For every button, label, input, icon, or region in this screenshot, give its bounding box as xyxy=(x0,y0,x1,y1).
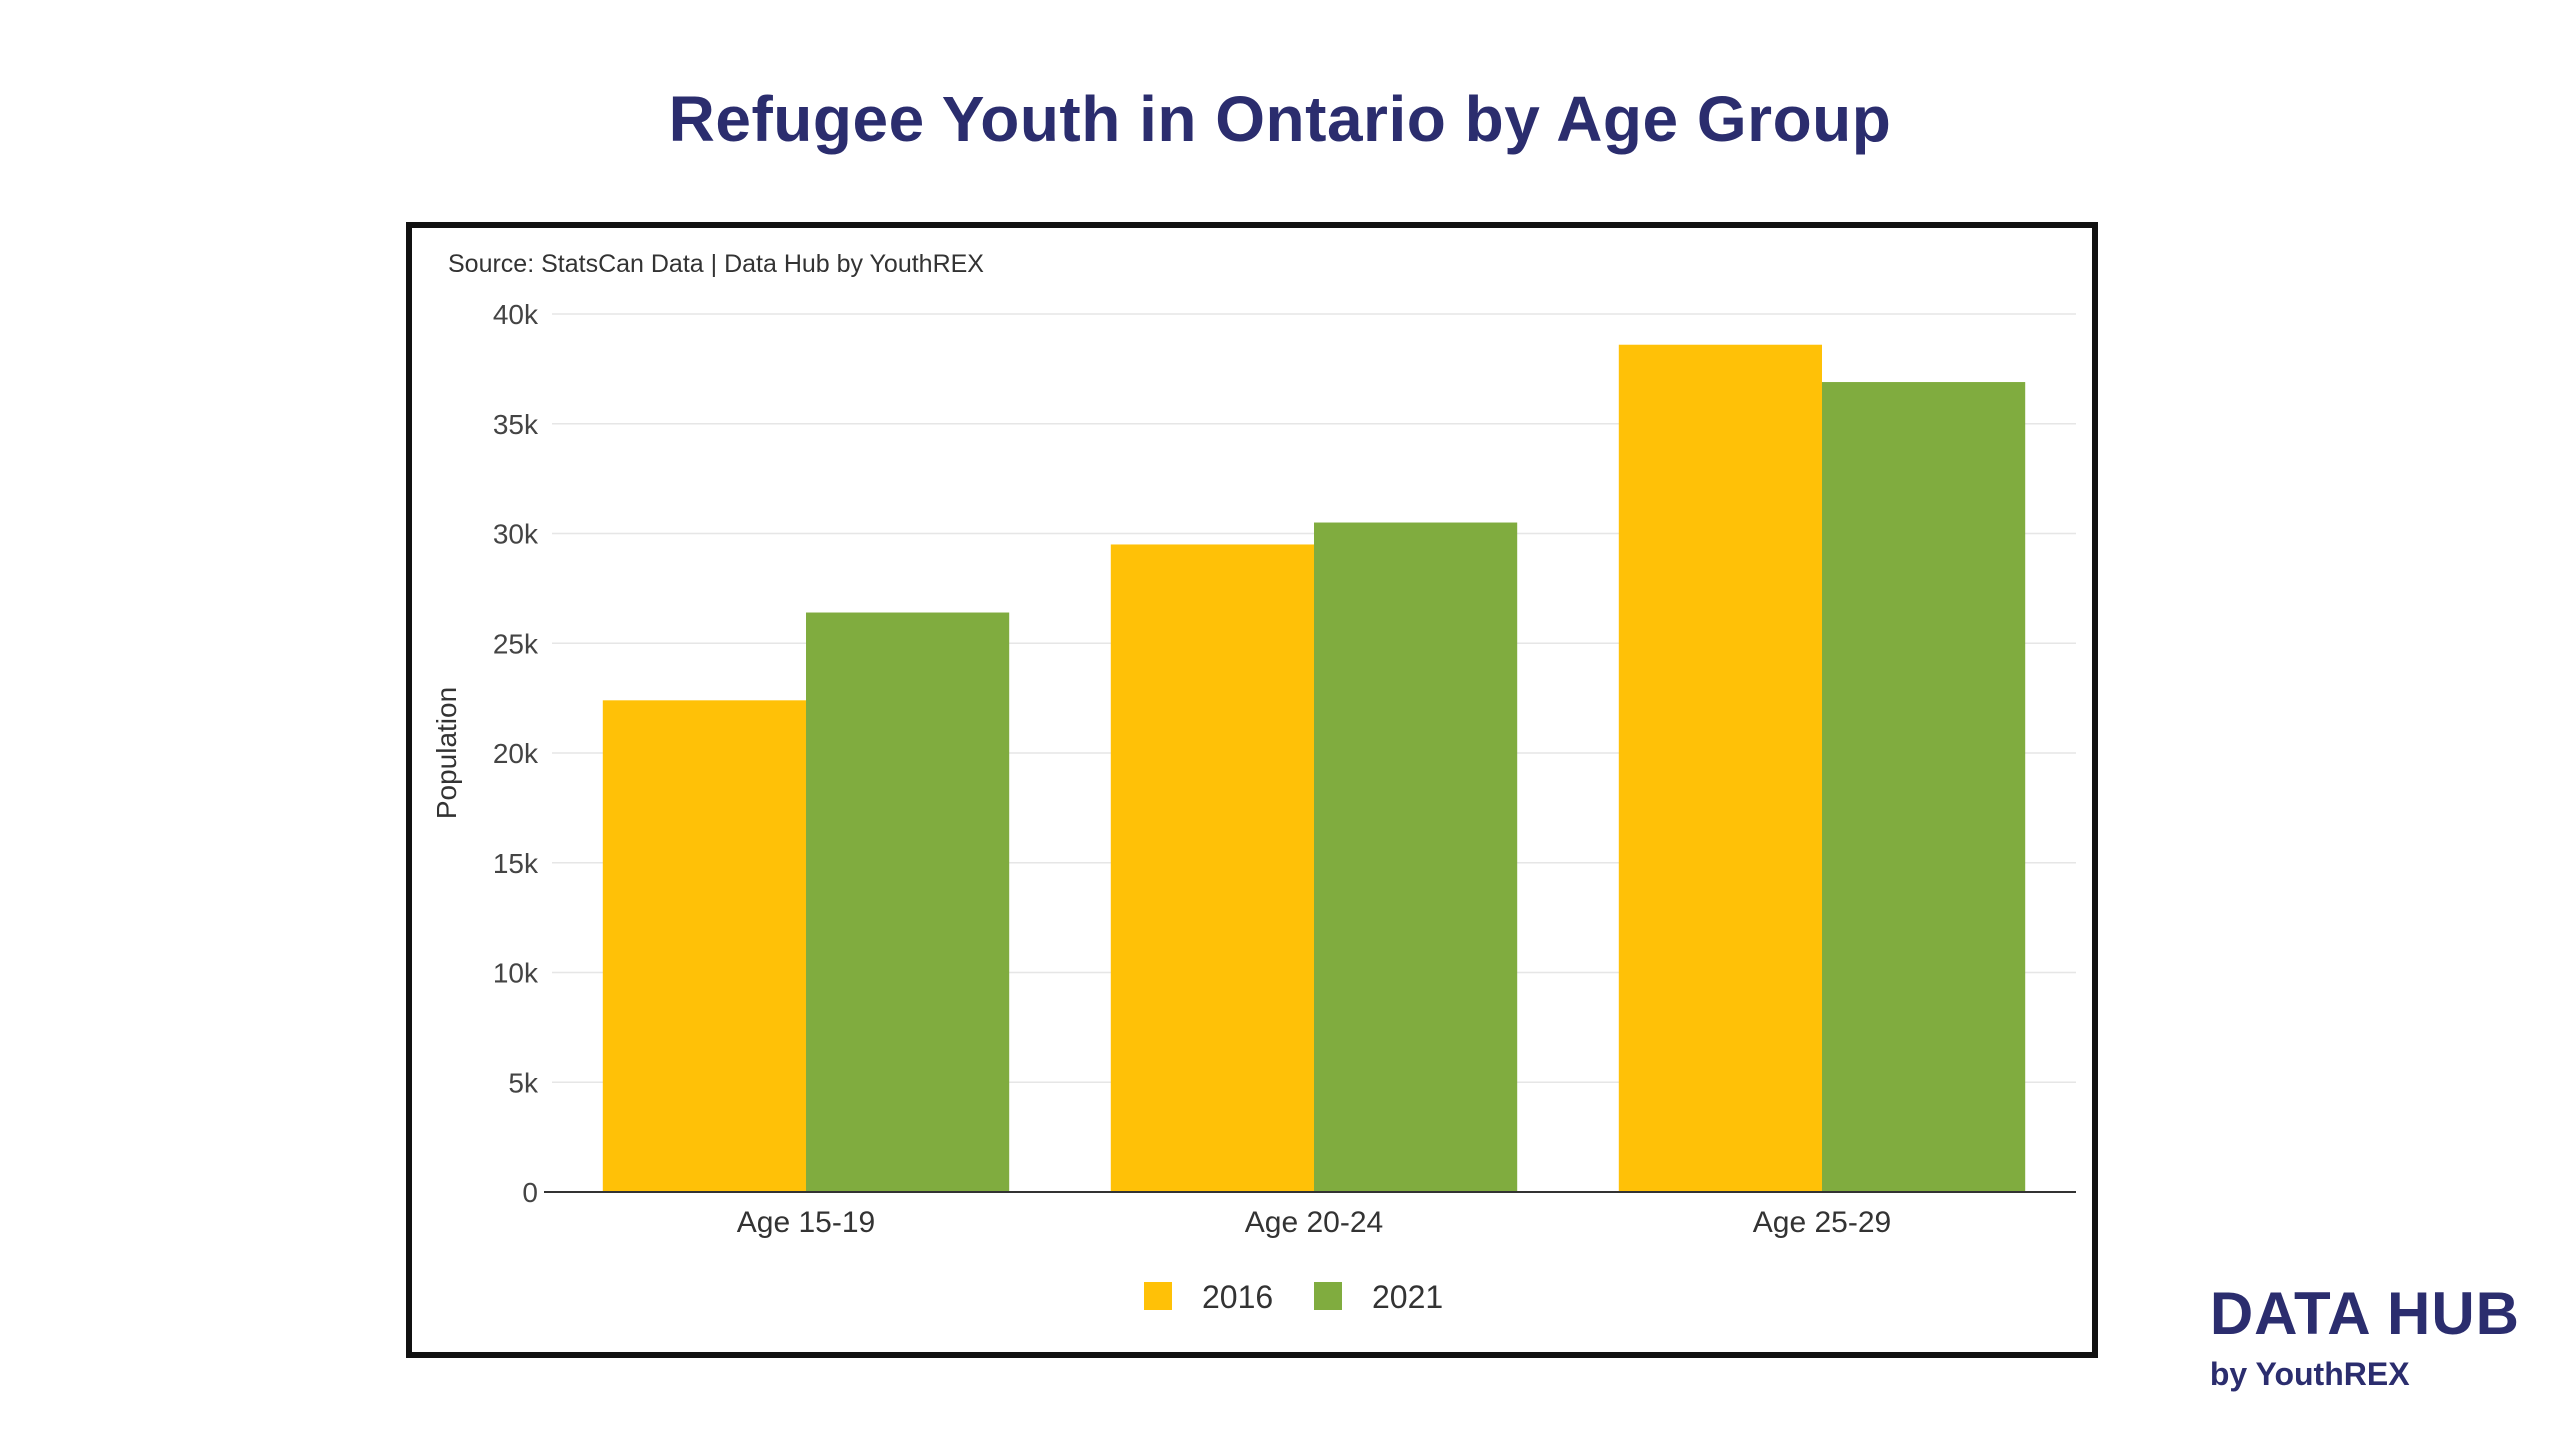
y-tick-label: 0 xyxy=(522,1177,538,1208)
legend-label-2016[interactable]: 2016 xyxy=(1202,1279,1273,1315)
y-tick-label: 25k xyxy=(493,628,539,659)
y-tick-label: 5k xyxy=(508,1067,539,1098)
brand-sub: by YouthREX xyxy=(2209,1356,2410,1392)
x-tick-label: Age 20-24 xyxy=(1245,1206,1383,1239)
page-title: Refugee Youth in Ontario by Age Group xyxy=(668,83,1892,155)
y-axis-title: Population xyxy=(431,687,462,819)
brand-logo: DATA HUB by YouthREX xyxy=(2210,1282,2520,1394)
bar-2016-3[interactable] xyxy=(1618,344,1822,1193)
legend-swatch-2021[interactable] xyxy=(1314,1282,1342,1310)
legend-swatch-2016[interactable] xyxy=(1144,1282,1172,1310)
source-note: Source: StatsCan Data | Data Hub by Yout… xyxy=(448,250,984,278)
bar-2021-2[interactable] xyxy=(1314,522,1518,1192)
bar-2016-1[interactable] xyxy=(602,700,806,1192)
y-tick-label: 35k xyxy=(493,409,539,440)
bar-2016-2[interactable] xyxy=(1110,544,1314,1192)
chart-frame: Source: StatsCan Data | Data Hub by Yout… xyxy=(406,222,2098,1358)
y-tick-label: 15k xyxy=(493,848,539,879)
y-tick-label: 10k xyxy=(493,958,539,989)
y-tick-label: 30k xyxy=(493,519,539,550)
brand-name: DATA HUB xyxy=(2209,1280,2520,1347)
bar-chart: Source: StatsCan Data | Data Hub by Yout… xyxy=(431,250,2076,1315)
x-tick-label: Age 15-19 xyxy=(737,1206,875,1239)
bar-2021-1[interactable] xyxy=(806,612,1010,1192)
y-tick-label: 20k xyxy=(493,738,539,769)
legend-label-2021[interactable]: 2021 xyxy=(1372,1279,1443,1315)
bar-2021-3[interactable] xyxy=(1822,382,2026,1192)
x-tick-label: Age 25-29 xyxy=(1753,1206,1891,1239)
y-tick-label: 40k xyxy=(493,299,539,330)
